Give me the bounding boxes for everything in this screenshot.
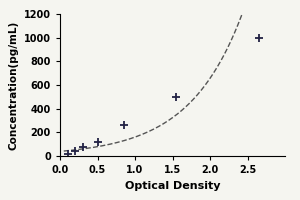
Y-axis label: Concentration(pg/mL): Concentration(pg/mL): [8, 20, 18, 150]
X-axis label: Optical Density: Optical Density: [125, 181, 220, 191]
